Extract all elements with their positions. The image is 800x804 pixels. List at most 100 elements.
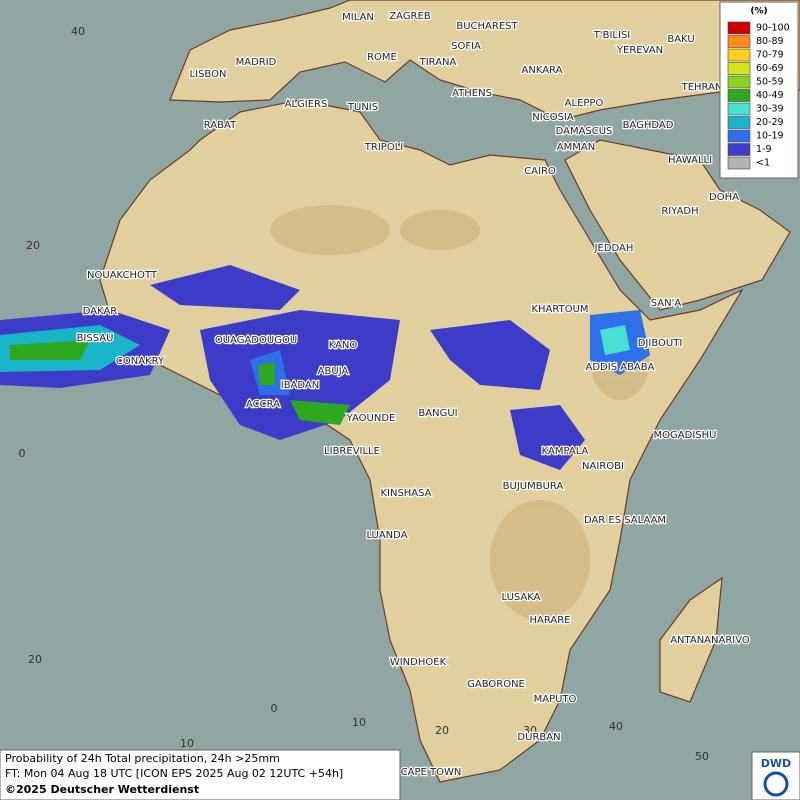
longitude-label: 40 [609, 720, 623, 733]
city-label: HARARE [529, 615, 570, 626]
logo: DWD [751, 751, 800, 801]
legend-swatch [727, 89, 751, 102]
city-label: CAIRO [524, 166, 556, 177]
city-label: DOHA [709, 192, 739, 203]
legend-label: 50-59 [756, 77, 784, 88]
legend-swatch [727, 143, 751, 156]
city-label: LUSAKA [502, 592, 541, 603]
city-label: TEHRAN [681, 82, 723, 93]
footer-product: Probability of 24h Total precipitation, … [5, 752, 280, 765]
city-label: DJIBOUTI [638, 338, 683, 349]
latitude-label: 0 [19, 447, 26, 460]
city-label: NAIROBI [582, 461, 624, 472]
city-label: JEDDAH [594, 243, 634, 254]
city-label: KAMPALA [542, 446, 589, 457]
city-label: IBADAN [281, 380, 320, 391]
city-label: ANTANANARIVO [670, 635, 750, 646]
land [99, 0, 800, 783]
legend-swatch [727, 129, 751, 143]
city-label: DURBAN [517, 732, 560, 743]
legend-label: 60-69 [756, 63, 784, 74]
legend-swatch [727, 35, 751, 48]
city-label: BISSAU [77, 333, 114, 344]
legend-swatch [727, 75, 751, 89]
legend-label: 70-79 [756, 50, 784, 61]
legend-label: 1-9 [756, 144, 772, 155]
longitude-label: 10 [352, 716, 366, 729]
logo-box [751, 751, 800, 801]
legend-label: 40-49 [756, 90, 784, 101]
city-label: TRIPOLI [364, 142, 403, 153]
legend-label: 20-29 [756, 117, 784, 128]
legend-swatch [727, 21, 751, 35]
city-label: ZAGREB [389, 11, 431, 22]
city-label: AMMAN [557, 142, 595, 153]
city-label: RIYADH [661, 206, 698, 217]
city-label: BAKU [667, 34, 694, 45]
city-label: CAPE TOWN [401, 767, 462, 778]
city-label: ALGIERS [285, 99, 328, 110]
precipitation [0, 265, 650, 470]
legend-swatch [727, 116, 751, 129]
footer-forecast-time: FT: Mon 04 Aug 18 UTC [ICON EPS 2025 Aug… [5, 767, 343, 780]
footer: Probability of 24h Total precipitation, … [0, 749, 401, 801]
city-label: LISBON [190, 69, 227, 80]
city-label: RABAT [204, 120, 237, 131]
city-label: DAMASCUS [556, 126, 613, 137]
city-label: BAGHDAD [623, 120, 674, 131]
city-label: SOFIA [451, 41, 481, 52]
city-label: ABUJA [318, 366, 349, 377]
city-label: KHARTOUM [531, 304, 588, 315]
latitude-label: 40 [71, 25, 85, 38]
city-label: ADDIS ABABA [586, 362, 655, 373]
legend-label: 10-19 [756, 131, 784, 142]
city-label: ANKARA [522, 65, 563, 76]
city-label: SAN'A [651, 298, 682, 309]
city-label: TUNIS [347, 102, 378, 113]
legend-title: (%) [750, 7, 767, 17]
city-label: NOUAKCHOTT [87, 270, 158, 281]
legend-label: 30-39 [756, 104, 784, 115]
logo-text: DWD [761, 757, 791, 770]
city-label: LIBREVILLE [324, 446, 380, 457]
footer-box [0, 749, 401, 801]
legend-swatch [727, 62, 751, 75]
legend-label: 80-89 [756, 36, 784, 47]
logo-icon [763, 771, 789, 797]
city-label: BUJUMBURA [503, 481, 564, 492]
legend-label: 90-100 [756, 23, 790, 34]
longitude-label: 10 [180, 737, 194, 750]
footer-copyright: ©2025 Deutscher Wetterdienst [5, 783, 199, 796]
city-label: MADRID [236, 57, 277, 68]
city-label: KANO [329, 340, 358, 351]
city-label: YEREVAN [616, 45, 663, 56]
city-label: NICOSIA [532, 112, 574, 123]
city-label: GABORONE [467, 679, 525, 690]
city-label: YAOUNDE [346, 413, 396, 424]
latitude-label: 20 [26, 239, 40, 252]
city-label: DAKAR [83, 306, 118, 317]
city-labels: MILAN ZAGREB BUCHAREST T'BILISI BAKU YEREVAN M… [75, 10, 751, 780]
longitude-label: 20 [435, 724, 449, 737]
city-label: WINDHOEK [390, 657, 447, 668]
city-label: BUCHAREST [456, 21, 518, 32]
city-label: ROME [367, 52, 397, 63]
city-label: DAR ES SALAAM [584, 515, 666, 526]
city-label: KINSHASA [380, 488, 431, 499]
city-label: OUAGADOUGOU [215, 335, 297, 346]
city-label: MILAN [342, 12, 374, 23]
legend-label: <1 [756, 158, 770, 169]
city-label: LUANDA [366, 530, 407, 541]
city-label: MOGADISHU [654, 430, 717, 441]
city-label: CONAKRY [116, 356, 165, 367]
longitude-label: 50 [695, 750, 709, 763]
city-label: ACCRA [246, 399, 280, 410]
latitude-label: 20 [28, 653, 42, 666]
city-label: MAPUTO [534, 694, 577, 705]
city-label: ATHENS [452, 88, 492, 99]
city-label: ALEPPO [565, 98, 604, 109]
city-label: TIRANA [419, 57, 457, 68]
city-label: BANGUI [418, 408, 457, 419]
longitude-label: 30 [523, 724, 537, 737]
